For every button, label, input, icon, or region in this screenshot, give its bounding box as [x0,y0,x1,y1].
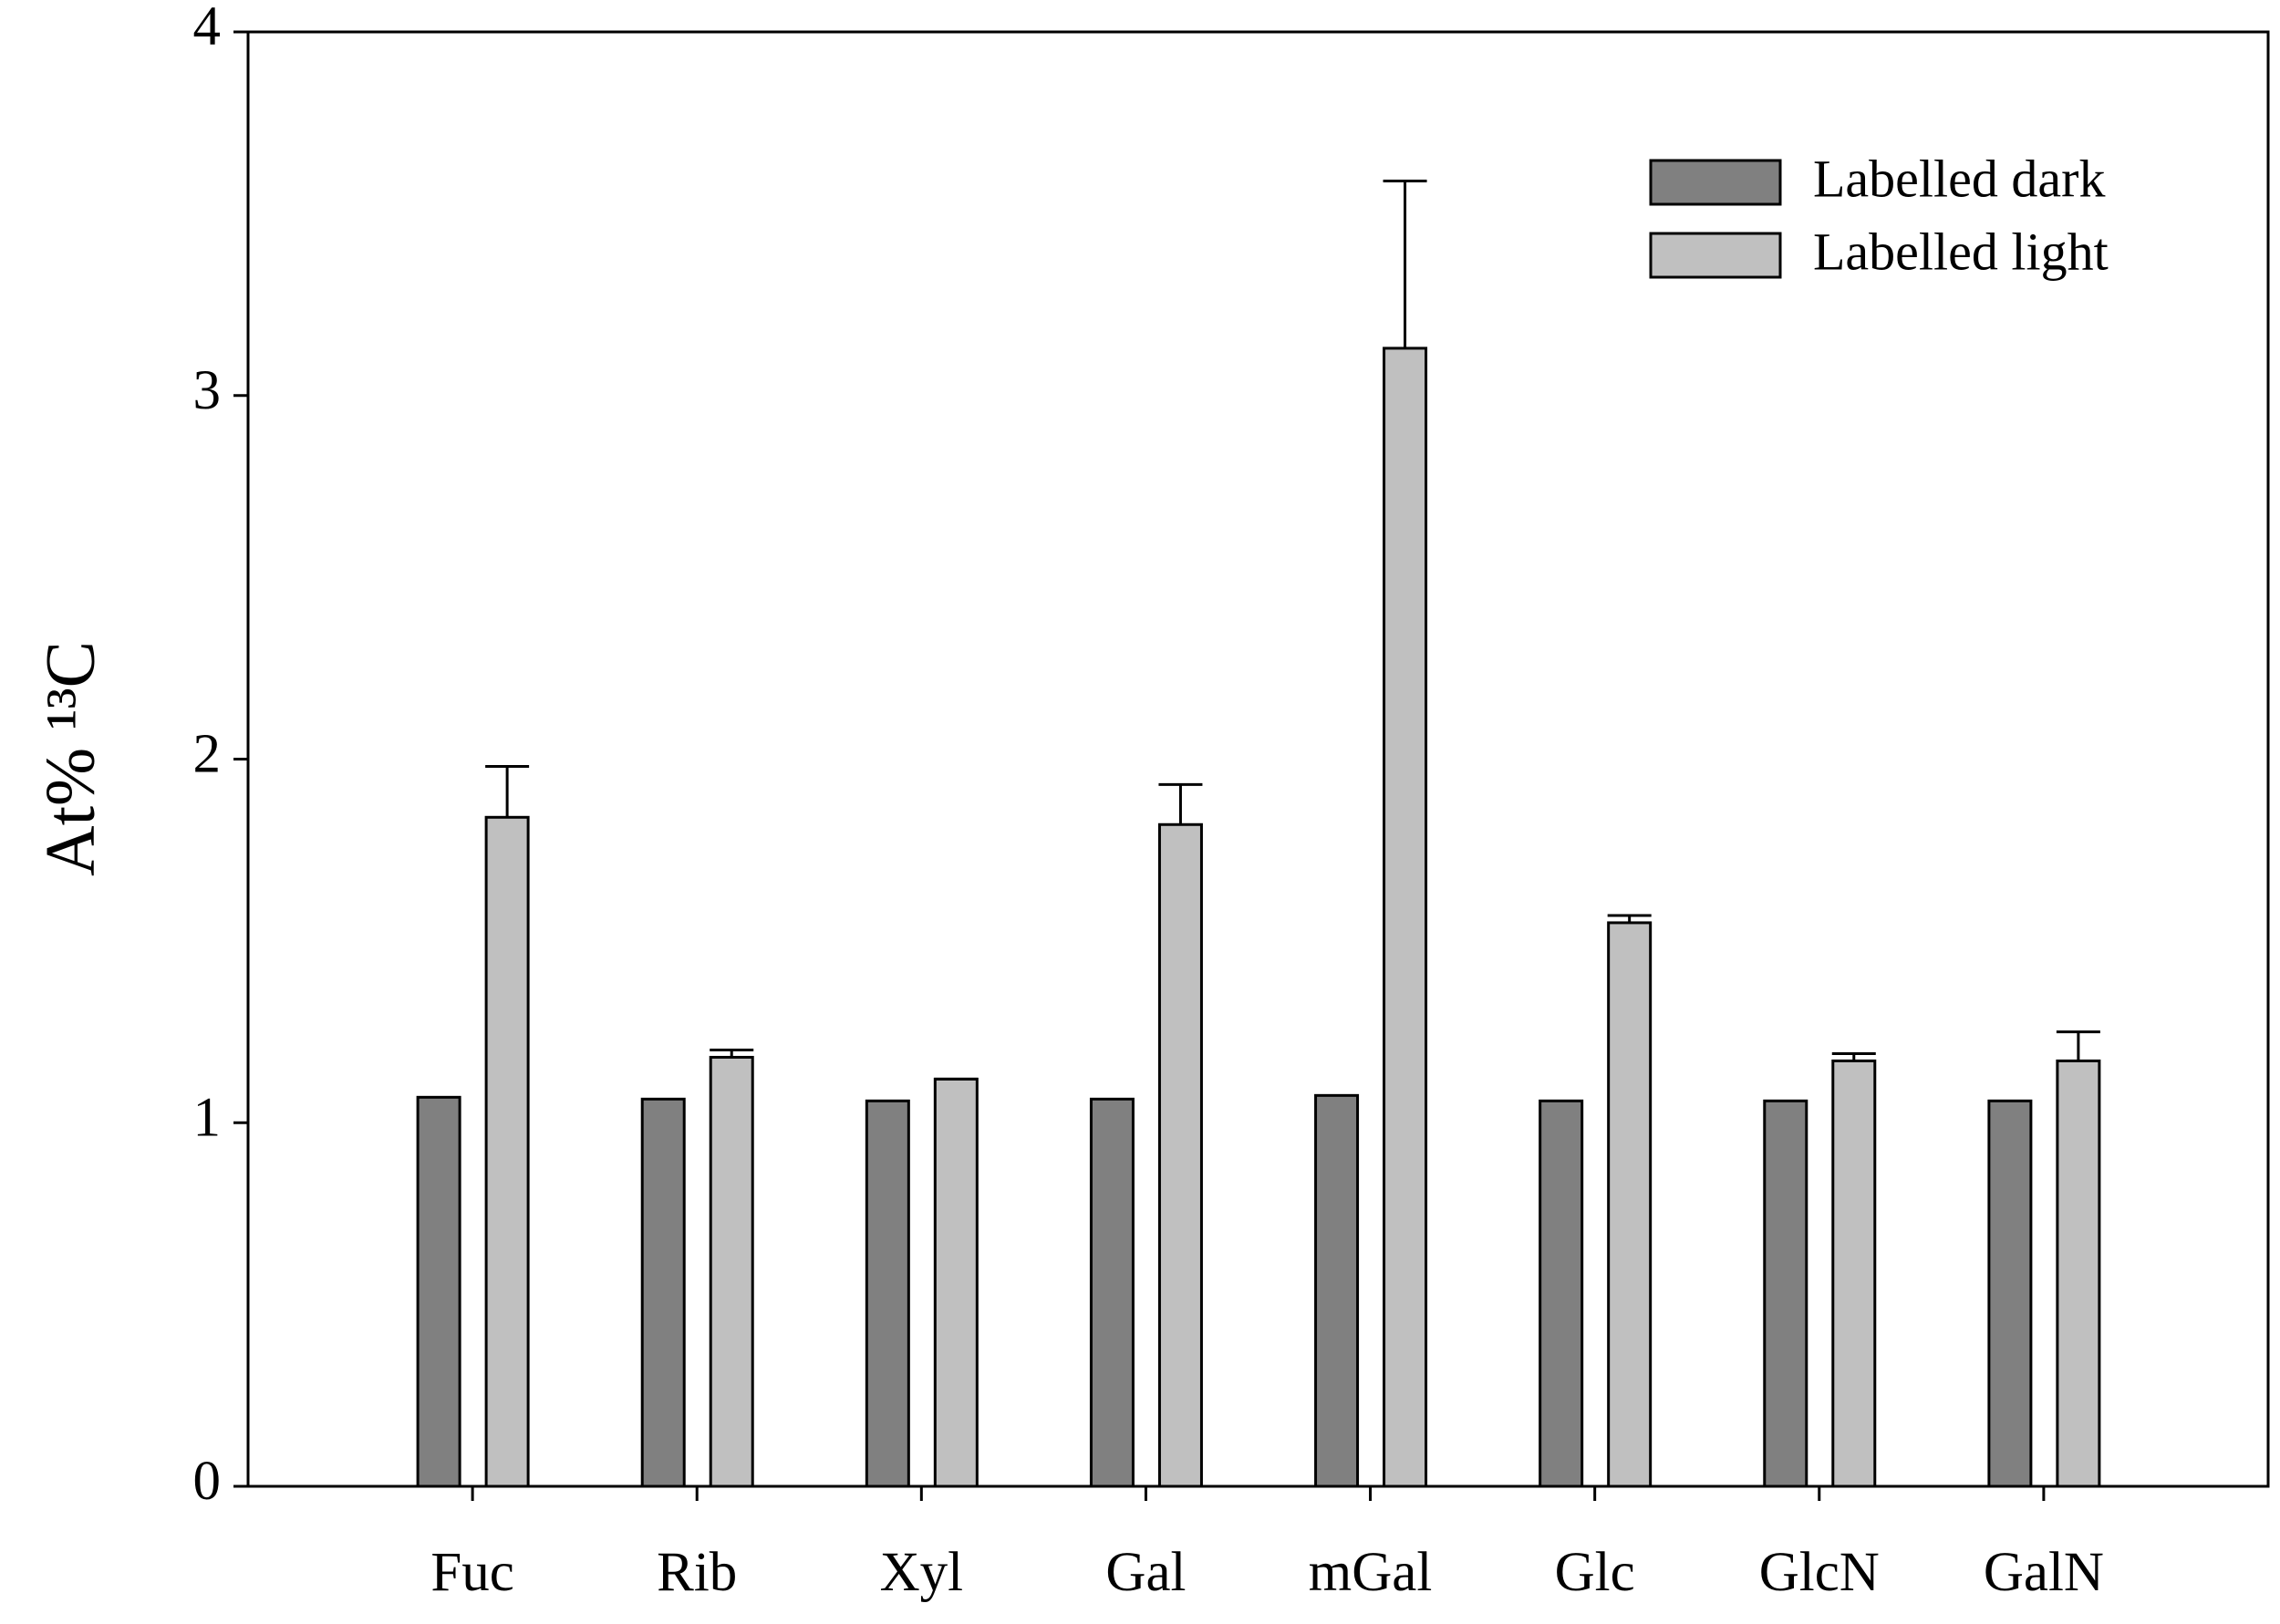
bar [865,1099,910,1488]
error-bar [710,1049,754,1058]
x-tick-label: Glc [1555,1542,1635,1603]
bar [1383,347,1428,1488]
y-tick-label: 3 [193,360,222,421]
bar [1607,921,1653,1488]
bar [1539,1099,1584,1488]
error-bar [1383,179,1427,348]
error-bar [1831,1051,1876,1061]
x-tick-label: GalN [1984,1542,2104,1603]
error-bar [1158,782,1203,825]
bar [640,1097,686,1488]
bar [709,1055,754,1488]
x-tick-label: Rib [657,1542,737,1603]
bar [416,1095,461,1488]
legend-label: Labelled dark [1813,149,2105,208]
x-tick-label: Fuc [430,1542,514,1603]
y-tick-label: 2 [193,724,222,785]
legend-swatch [1649,159,1782,206]
bar [1314,1093,1360,1488]
x-tick-label: mGal [1309,1542,1433,1603]
bar [484,815,530,1488]
error-bar [1607,914,1652,923]
legend-label: Labelled light [1813,222,2109,281]
bar [2056,1059,2101,1488]
bar [933,1077,979,1488]
bar [1987,1099,2033,1488]
y-axis-label: At% ¹³C [31,641,109,876]
bar [1089,1097,1135,1488]
error-bar [485,764,530,818]
legend-swatch [1649,232,1782,279]
bar [1157,822,1203,1488]
y-tick-label: 0 [193,1451,222,1512]
bar [1763,1099,1808,1488]
error-bar [2056,1030,2100,1061]
x-tick-label: GlcN [1759,1542,1880,1603]
x-tick-label: Xyl [880,1542,964,1603]
bar [1831,1059,1877,1488]
x-tick-label: Gal [1105,1542,1186,1603]
y-tick-label: 4 [193,0,222,57]
y-tick-label: 1 [193,1087,222,1148]
